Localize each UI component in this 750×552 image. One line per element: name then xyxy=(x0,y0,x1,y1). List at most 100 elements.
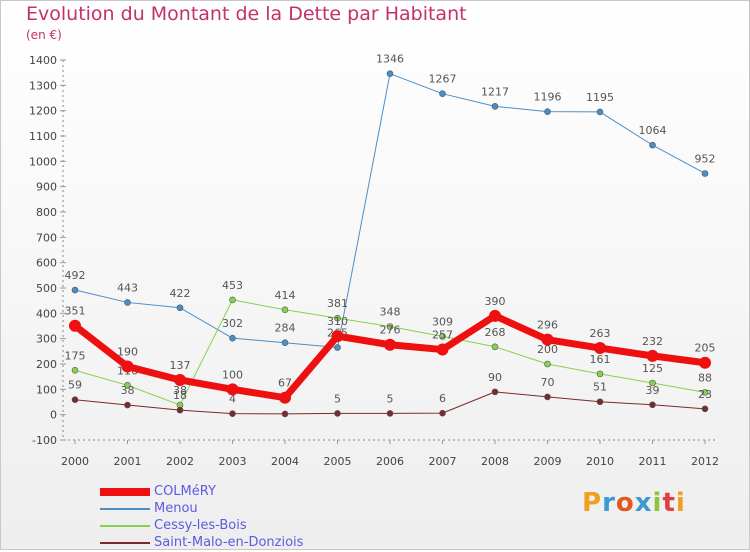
data-label-saint-malo-en-donziois: 6 xyxy=(439,392,446,405)
data-point-cessy-les-bois xyxy=(229,296,236,304)
chart-unit-label: (en €) xyxy=(26,28,62,42)
legend-swatch xyxy=(100,488,150,496)
logo-letter: o xyxy=(615,488,635,518)
proxiti-logo: Proxiti xyxy=(582,488,686,518)
data-point-saint-malo-en-donziois xyxy=(544,393,551,401)
data-label-saint-malo-en-donziois: 51 xyxy=(593,381,607,394)
data-label-saint-malo-en-donziois: 23 xyxy=(698,388,712,401)
data-point-colm-ry xyxy=(121,360,134,373)
legend-swatch xyxy=(100,508,150,510)
data-point-colm-ry xyxy=(646,349,659,362)
chart-title: Evolution du Montant de la Dette par Hab… xyxy=(26,3,467,25)
data-point-colm-ry xyxy=(489,309,501,322)
data-label-menou: 1064 xyxy=(639,124,667,137)
data-label-menou: 1196 xyxy=(534,91,562,104)
data-point-colm-ry xyxy=(279,391,291,404)
data-label-menou: 284 xyxy=(275,322,296,335)
data-point-menou xyxy=(386,70,394,77)
data-point-saint-malo-en-donziois xyxy=(176,406,184,414)
y-tick-label: -100 xyxy=(32,434,57,447)
y-tick-label: 1000 xyxy=(29,155,57,168)
data-point-cessy-les-bois xyxy=(334,314,341,322)
data-point-cessy-les-bois xyxy=(491,343,499,351)
data-label-colm-ry: 351 xyxy=(65,305,86,318)
data-point-menou xyxy=(124,299,131,306)
data-label-menou: 1267 xyxy=(429,73,457,86)
data-point-colm-ry xyxy=(174,373,186,386)
data-point-menou xyxy=(176,304,184,312)
data-point-colm-ry xyxy=(226,383,239,396)
data-point-menou xyxy=(281,339,289,347)
data-label-menou: 1195 xyxy=(586,91,614,104)
y-tick-label: 700 xyxy=(36,231,57,244)
data-label-colm-ry: 100 xyxy=(222,368,243,381)
data-label-menou: 952 xyxy=(695,152,716,165)
logo-letter: r xyxy=(602,488,616,518)
data-label-cessy-les-bois: 268 xyxy=(485,326,506,339)
data-label-saint-malo-en-donziois: 59 xyxy=(68,379,82,392)
x-tick-label: 2000 xyxy=(61,455,89,468)
data-point-menou xyxy=(491,103,499,110)
data-point-cessy-les-bois xyxy=(439,333,446,340)
x-tick-label: 2008 xyxy=(481,455,509,468)
data-label-cessy-les-bois: 309 xyxy=(432,315,453,328)
data-point-colm-ry xyxy=(384,338,396,351)
data-label-saint-malo-en-donziois: 39 xyxy=(646,384,660,397)
y-tick-label: 0 xyxy=(50,409,57,422)
x-tick-label: 2006 xyxy=(376,455,404,468)
x-tick-label: 2007 xyxy=(429,455,457,468)
data-label-saint-malo-en-donziois: 5 xyxy=(334,392,341,405)
y-tick-label: 100 xyxy=(36,383,57,396)
legend-swatch xyxy=(100,525,150,527)
data-label-menou: 422 xyxy=(170,287,191,300)
y-tick-label: 200 xyxy=(36,358,57,371)
y-tick-label: 900 xyxy=(36,181,57,194)
y-tick-label: 600 xyxy=(36,257,57,270)
data-label-colm-ry: 296 xyxy=(537,319,558,332)
data-point-menou xyxy=(71,286,79,294)
y-tick-label: 1400 xyxy=(29,54,57,67)
y-tick-label: 1200 xyxy=(29,105,57,118)
data-point-menou xyxy=(334,344,341,351)
data-label-saint-malo-en-donziois: 18 xyxy=(173,389,187,402)
legend-label: Menou xyxy=(154,501,198,516)
y-tick-label: 1100 xyxy=(29,130,57,143)
data-label-saint-malo-en-donziois: 4 xyxy=(229,393,236,406)
data-point-saint-malo-en-donziois xyxy=(386,410,394,417)
x-tick-label: 2001 xyxy=(114,455,142,468)
x-tick-label: 2002 xyxy=(166,455,194,468)
data-point-cessy-les-bois xyxy=(701,389,709,396)
data-point-colm-ry xyxy=(594,342,606,355)
data-point-colm-ry xyxy=(331,330,344,343)
data-point-saint-malo-en-donziois xyxy=(439,409,446,417)
data-label-cessy-les-bois: 88 xyxy=(698,371,712,384)
data-label-colm-ry: 137 xyxy=(170,359,191,372)
logo-letter: i xyxy=(675,488,686,518)
logo-letter: t xyxy=(662,488,676,518)
data-label-menou: 492 xyxy=(65,269,86,282)
data-label-cessy-les-bois: 348 xyxy=(380,306,401,319)
logo-letter: i xyxy=(652,488,663,518)
data-point-cessy-les-bois xyxy=(124,381,131,389)
data-label-cessy-les-bois: 453 xyxy=(222,279,243,292)
data-point-colm-ry xyxy=(541,333,554,346)
data-point-saint-malo-en-donziois xyxy=(229,410,236,417)
x-tick-label: 2012 xyxy=(691,455,719,468)
data-label-colm-ry: 390 xyxy=(485,295,506,308)
data-label-colm-ry: 310 xyxy=(327,315,348,328)
data-point-menou xyxy=(544,108,551,115)
data-point-menou xyxy=(701,170,709,177)
data-label-cessy-les-bois: 200 xyxy=(537,343,558,356)
data-point-cessy-les-bois xyxy=(649,379,656,387)
data-label-menou: 443 xyxy=(117,281,138,294)
data-label-colm-ry: 190 xyxy=(117,346,138,359)
data-label-menou: 1217 xyxy=(481,85,509,98)
legend-label: Cessy-les-Bois xyxy=(154,518,247,533)
logo-letter: x xyxy=(634,488,653,518)
data-label-menou: 302 xyxy=(222,317,243,330)
data-label-saint-malo-en-donziois: 38 xyxy=(121,384,135,397)
data-label-cessy-les-bois: 38 xyxy=(173,384,187,397)
data-label-colm-ry: 263 xyxy=(590,327,611,340)
data-point-saint-malo-en-donziois xyxy=(71,396,79,404)
